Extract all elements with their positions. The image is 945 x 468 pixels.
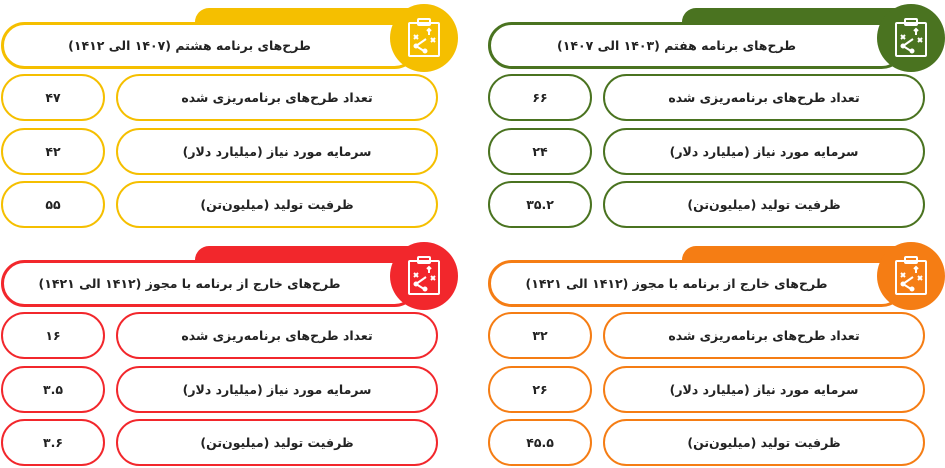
metric-value: ۲۶ xyxy=(488,366,592,413)
metric-label: سرمایه مورد نیاز (میلیارد دلار) xyxy=(603,128,925,175)
metric-value: ۴۵.۵ xyxy=(488,419,592,466)
strategy-clipboard-icon xyxy=(877,4,945,72)
card-outside-orange: طرح‌های خارج از برنامه با مجوز (۱۴۱۲ الی… xyxy=(487,238,945,468)
card-outside-red: طرح‌های خارج از برنامه با مجوز (۱۴۱۲ الی… xyxy=(0,238,460,468)
metric-label: ظرفیت تولید (میلیون‌تن) xyxy=(603,419,925,466)
metric-label: تعداد طرح‌های برنامه‌ریزی شده xyxy=(116,74,438,121)
metric-row: ۴۵.۵ ظرفیت تولید (میلیون‌تن) xyxy=(487,419,927,466)
metric-value: ۲۴ xyxy=(488,128,592,175)
metric-label: ظرفیت تولید (میلیون‌تن) xyxy=(603,181,925,228)
metric-value: ۳۲ xyxy=(488,312,592,359)
metric-row: ۳۲ تعداد طرح‌های برنامه‌ریزی شده xyxy=(487,312,927,359)
metric-value: ۳.۵ xyxy=(1,366,105,413)
card-seventh: طرح‌های برنامه هفتم (۱۴۰۳ الی ۱۴۰۷) ۶۶ ت… xyxy=(487,0,945,230)
metric-value: ۱۶ xyxy=(1,312,105,359)
metric-value: ۴۷ xyxy=(1,74,105,121)
metric-value: ۵۵ xyxy=(1,181,105,228)
metric-label: سرمایه مورد نیاز (میلیارد دلار) xyxy=(603,366,925,413)
metric-value: ۶۶ xyxy=(488,74,592,121)
metric-row: ۵۵ ظرفیت تولید (میلیون‌تن) xyxy=(0,181,440,228)
metric-label: سرمایه مورد نیاز (میلیارد دلار) xyxy=(116,128,438,175)
metric-row: ۱۶ تعداد طرح‌های برنامه‌ریزی شده xyxy=(0,312,440,359)
metric-value: ۴۲ xyxy=(1,128,105,175)
card-eighth: طرح‌های برنامه هشتم (۱۴۰۷ الی ۱۴۱۲) ۴۷ ت… xyxy=(0,0,460,230)
strategy-clipboard-icon xyxy=(877,242,945,310)
metric-label: ظرفیت تولید (میلیون‌تن) xyxy=(116,419,438,466)
card-title: طرح‌های خارج از برنامه با مجوز (۱۴۱۲ الی… xyxy=(1,260,418,307)
metric-row: ۲۶ سرمایه مورد نیاز (میلیارد دلار) xyxy=(487,366,927,413)
metric-row: ۶۶ تعداد طرح‌های برنامه‌ریزی شده xyxy=(487,74,927,121)
strategy-clipboard-icon xyxy=(390,242,458,310)
metric-row: ۳.۶ ظرفیت تولید (میلیون‌تن) xyxy=(0,419,440,466)
metric-value: ۳۵.۲ xyxy=(488,181,592,228)
metric-label: تعداد طرح‌های برنامه‌ریزی شده xyxy=(116,312,438,359)
metric-label: تعداد طرح‌های برنامه‌ریزی شده xyxy=(603,74,925,121)
card-title: طرح‌های برنامه هشتم (۱۴۰۷ الی ۱۴۱۲) xyxy=(1,22,418,69)
metric-row: ۲۴ سرمایه مورد نیاز (میلیارد دلار) xyxy=(487,128,927,175)
metric-row: ۴۲ سرمایه مورد نیاز (میلیارد دلار) xyxy=(0,128,440,175)
metric-value: ۳.۶ xyxy=(1,419,105,466)
metric-label: ظرفیت تولید (میلیون‌تن) xyxy=(116,181,438,228)
metric-label: تعداد طرح‌های برنامه‌ریزی شده xyxy=(603,312,925,359)
card-title: طرح‌های خارج از برنامه با مجوز (۱۴۱۲ الی… xyxy=(488,260,905,307)
metric-row: ۴۷ تعداد طرح‌های برنامه‌ریزی شده xyxy=(0,74,440,121)
strategy-clipboard-icon xyxy=(390,4,458,72)
metric-row: ۳.۵ سرمایه مورد نیاز (میلیارد دلار) xyxy=(0,366,440,413)
metric-row: ۳۵.۲ ظرفیت تولید (میلیون‌تن) xyxy=(487,181,927,228)
card-title: طرح‌های برنامه هفتم (۱۴۰۳ الی ۱۴۰۷) xyxy=(488,22,905,69)
metric-label: سرمایه مورد نیاز (میلیارد دلار) xyxy=(116,366,438,413)
